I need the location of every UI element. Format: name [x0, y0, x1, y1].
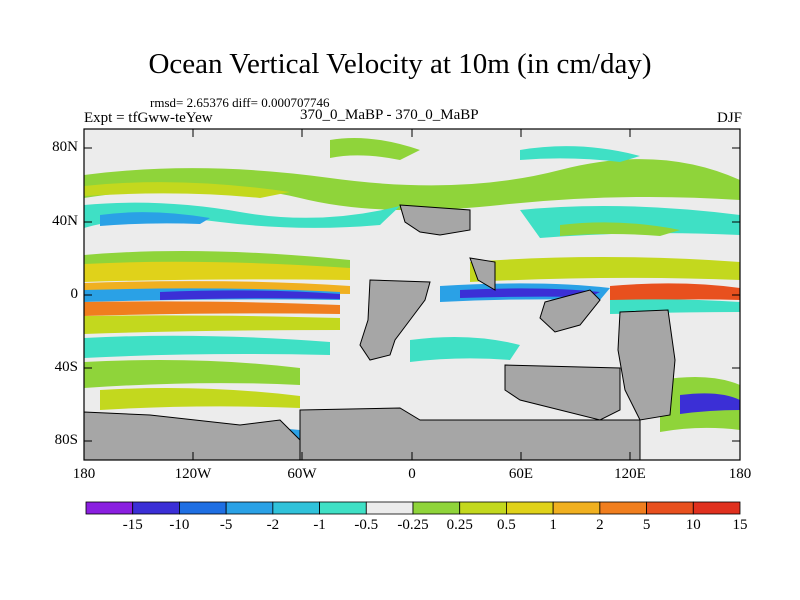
- colorbar-swatch: [225, 501, 274, 515]
- colorbar-label: 0.5: [497, 517, 516, 533]
- field-eq-west-pacific-cyan: [610, 299, 740, 314]
- colorbar-swatch: [552, 501, 601, 515]
- colorbar-swatch: [459, 501, 507, 515]
- field-band-40n-cyan: [84, 202, 400, 228]
- lat-tick-label: 0: [70, 286, 79, 302]
- lat-tick-label: 80N: [52, 139, 78, 155]
- field-band-north-yellow: [84, 182, 290, 198]
- field-eq-yellow-south: [84, 315, 340, 334]
- field-south-green: [84, 360, 300, 388]
- colorbar-label: -15: [122, 517, 143, 533]
- colorbar-swatch: [365, 501, 414, 515]
- colorbar-label: -2: [266, 517, 280, 533]
- colorbar-swatch: [506, 501, 554, 515]
- colorbar-swatch: [319, 501, 367, 515]
- colorbar-swatch: [272, 501, 320, 515]
- land-arabia: [469, 257, 496, 291]
- field-arctic-cyan: [520, 146, 640, 162]
- colorbar-label: 15: [732, 517, 748, 533]
- field-eq-west-pacific-red: [610, 283, 740, 302]
- colorbar-swatch: [646, 501, 694, 515]
- colorbar-swatch: [692, 501, 741, 515]
- field-south-cyan: [84, 335, 330, 358]
- land-north: [399, 204, 471, 236]
- lat-tick-label: 40S: [54, 359, 78, 375]
- field-south-yellow: [100, 388, 300, 410]
- colorbar-swatch: [599, 501, 647, 515]
- colorbar-label: 10: [685, 517, 701, 533]
- land-antarctica: [299, 407, 641, 460]
- colorbar-swatch: [412, 501, 461, 515]
- chart-title: Ocean Vertical Velocity at 10m (in cm/da…: [148, 48, 652, 80]
- lat-tick-label: 40N: [52, 213, 78, 229]
- land-africa: [359, 279, 431, 361]
- lon-tick-label: 120W: [174, 466, 212, 482]
- field-eq-indigo: [160, 290, 340, 300]
- land-masses: [84, 204, 676, 460]
- colorbar-label: 1: [549, 517, 557, 533]
- field-subtrop-east: [470, 257, 740, 282]
- colorbar-label: -0.5: [354, 517, 379, 533]
- field-band-north-green: [84, 159, 740, 211]
- colorbar-label: 2: [596, 517, 604, 533]
- field-subtrop-yellow: [84, 261, 350, 282]
- lon-tick-label: 60W: [287, 466, 317, 482]
- colorbar: [85, 501, 741, 515]
- axis-ticks: [84, 129, 740, 460]
- colorbar-label: 0.25: [446, 517, 473, 533]
- lon-tick-label: 180: [728, 466, 752, 482]
- colorbar-label: -1: [313, 517, 326, 533]
- comparison-label: 370_0_MaBP - 370_0_MaBP: [300, 107, 479, 123]
- colorbar-swatch: [132, 501, 180, 515]
- colorbar-label: 5: [642, 517, 651, 533]
- lon-tick-label: 180: [72, 466, 96, 482]
- stats-label: rmsd= 2.65376 diff= 0.000707746: [150, 95, 330, 110]
- field-band-40n-blue: [100, 212, 210, 226]
- field-south-pacific-indigo: [680, 393, 740, 414]
- lon-tick-label: 0: [408, 466, 416, 482]
- colorbar-label: -10: [169, 517, 190, 533]
- colorbar-swatch: [179, 501, 227, 515]
- field-eq-indian-indigo: [460, 288, 600, 298]
- land-australia: [617, 309, 676, 421]
- field-eq-orange-south: [84, 301, 340, 316]
- lat-tick-label: 80S: [54, 432, 78, 448]
- field-arctic-green: [330, 137, 420, 160]
- lon-tick-label: 120E: [614, 466, 646, 482]
- land-antarctica-west: [84, 411, 301, 460]
- lon-tick-label: 60E: [508, 466, 534, 482]
- field-south-atlantic-cyan: [410, 336, 520, 362]
- field-band-40n-east-green: [560, 222, 680, 236]
- land-india: [539, 289, 601, 333]
- colorbar-label: -5: [219, 517, 233, 533]
- colorbar-swatch: [85, 501, 134, 515]
- experiment-label: Expt = tfGww-teYew: [84, 110, 213, 126]
- season-label: DJF: [716, 110, 742, 126]
- colorbar-label: -0.25: [397, 517, 429, 533]
